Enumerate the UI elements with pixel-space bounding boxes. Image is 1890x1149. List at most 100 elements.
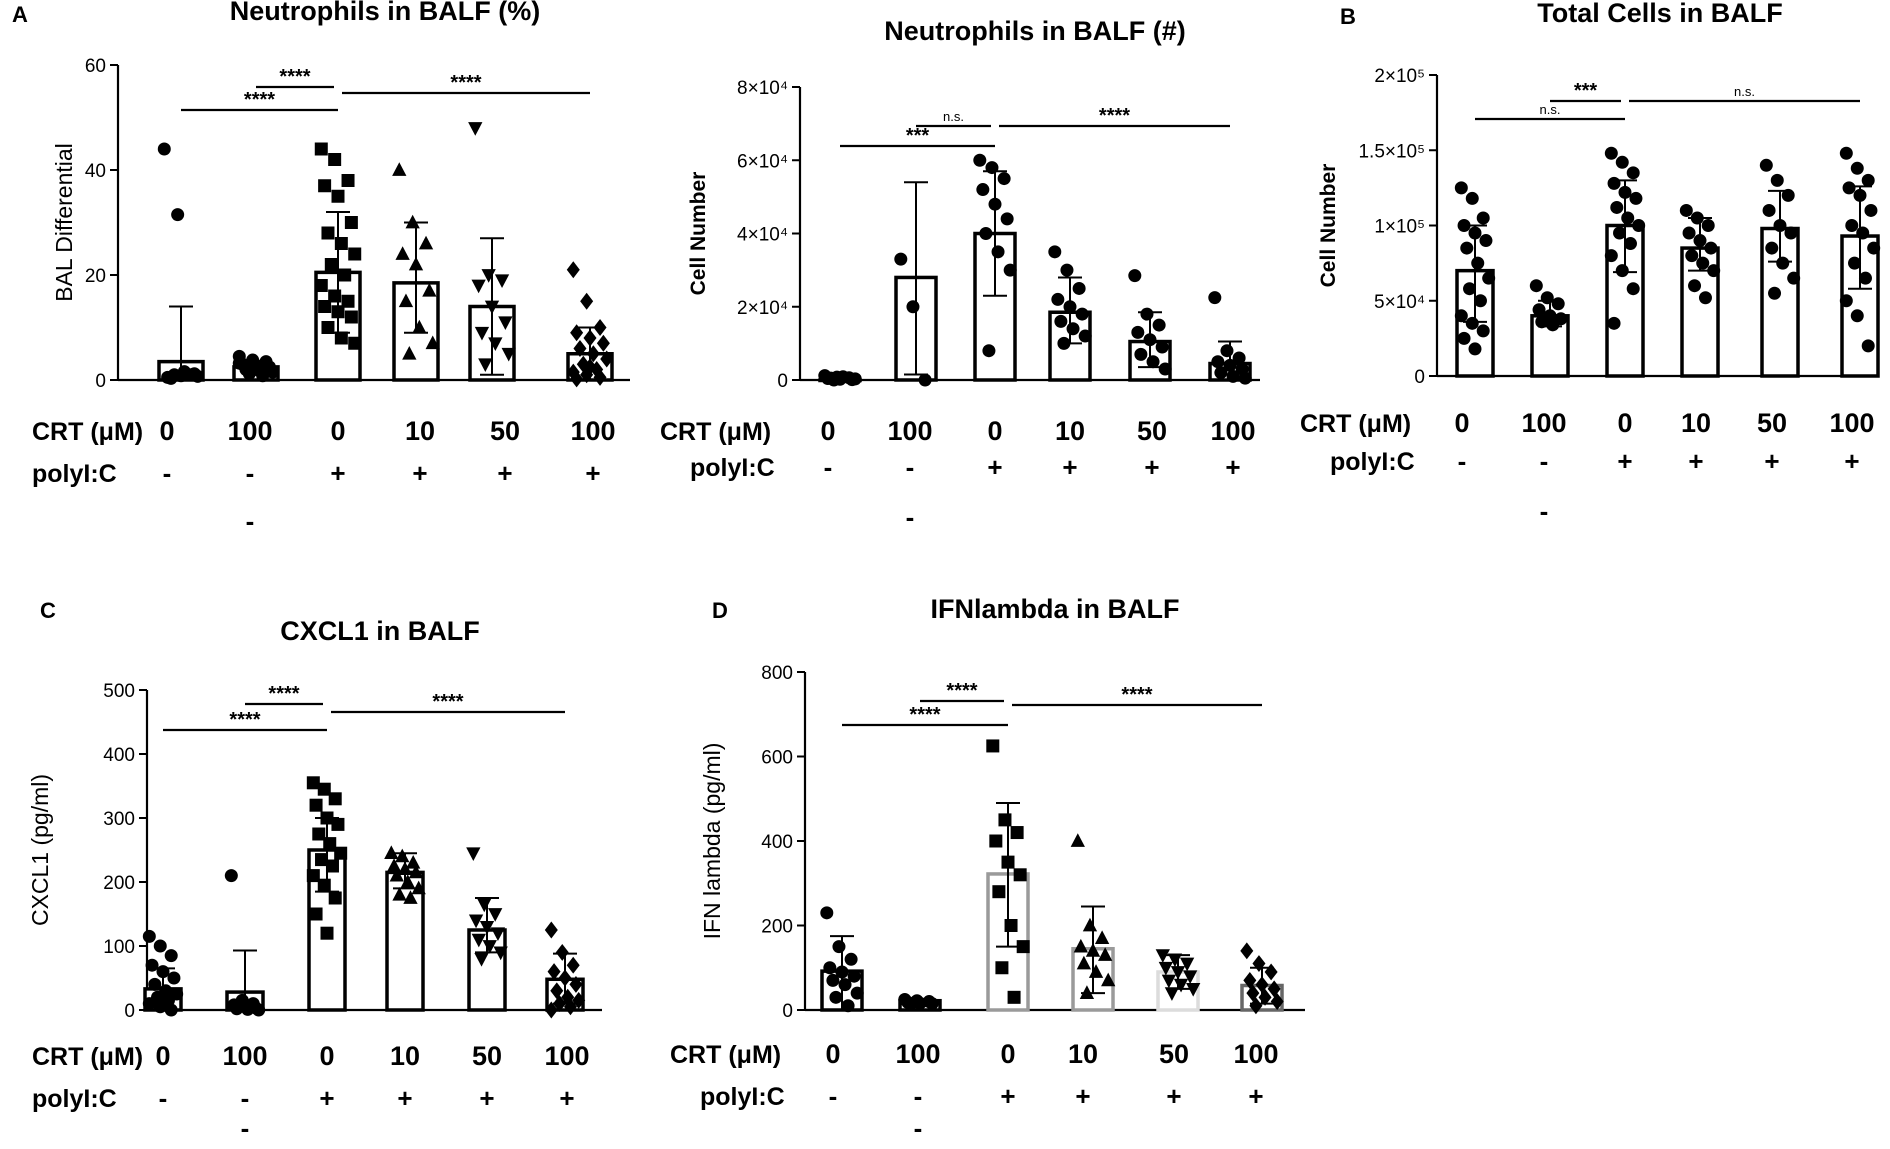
data-point	[328, 289, 342, 303]
data-point	[341, 294, 355, 308]
crt-dose-label: 100	[570, 416, 615, 446]
crt-dose-label: 100	[1210, 416, 1255, 446]
polyic-sign: +	[1144, 452, 1159, 482]
data-point	[1853, 188, 1867, 202]
data-point	[1170, 966, 1186, 980]
polyic-sign: +	[987, 452, 1002, 482]
data-point	[334, 846, 348, 860]
significance-label: n.s.	[1540, 102, 1561, 117]
data-point	[1704, 241, 1718, 255]
crt-dose-label: 50	[490, 416, 520, 446]
data-point	[593, 368, 607, 386]
data-point	[384, 845, 399, 860]
polyic-sign: +	[319, 1083, 334, 1113]
data-point	[1861, 173, 1875, 187]
data-point	[1063, 300, 1077, 314]
data-point	[402, 345, 417, 360]
chart-panel-a1: A Neutrophils in BALF (%) 0 20 40 60 BAL Diffe…	[12, 0, 630, 536]
data-point	[580, 292, 594, 310]
data-point	[242, 367, 256, 381]
data-point	[334, 237, 348, 250]
crt-dose-label: 0	[1000, 1039, 1015, 1069]
crt-dose-label: 0	[1617, 408, 1632, 438]
data-point	[348, 247, 362, 261]
data-point	[1143, 333, 1157, 347]
data-point	[398, 293, 414, 308]
y-tick-label: 0	[95, 371, 106, 392]
data-point	[321, 226, 335, 240]
data-point	[474, 326, 490, 341]
data-point	[317, 782, 331, 796]
data-point	[600, 350, 614, 368]
data-point	[1463, 282, 1477, 296]
crt-dose-label: 100	[1521, 408, 1566, 438]
data-point	[256, 369, 270, 383]
data-point	[468, 914, 484, 929]
data-point	[344, 216, 358, 229]
data-point	[1457, 219, 1471, 232]
data-point	[493, 946, 508, 961]
data-point	[498, 316, 513, 331]
data-point	[583, 358, 597, 376]
data-point	[494, 274, 510, 289]
significance-label: ****	[1121, 684, 1152, 706]
y-tick-label: 100	[103, 937, 135, 958]
significance-label: n.s.	[943, 109, 964, 124]
polyic-sign: +	[1248, 1081, 1263, 1111]
crt-dose-label: 100	[1233, 1039, 1278, 1069]
significance-label: ***	[906, 125, 930, 147]
crt-row-label: CRT (μM)	[32, 1043, 143, 1071]
data-point	[488, 337, 503, 352]
data-point	[832, 940, 846, 954]
data-point	[1057, 336, 1071, 350]
data-point	[1864, 203, 1878, 217]
data-point	[1085, 943, 1101, 957]
data-point	[471, 933, 486, 948]
data-point	[569, 975, 583, 993]
data-point	[1685, 249, 1699, 263]
data-point	[1270, 993, 1284, 1010]
data-point	[1078, 329, 1092, 343]
data-point	[252, 1003, 266, 1017]
data-point	[1155, 949, 1170, 963]
data-point	[1850, 161, 1864, 175]
crt-dose-label: 0	[820, 416, 835, 446]
crt-dose-label: 0	[1454, 408, 1469, 438]
data-point	[1626, 166, 1640, 180]
data-point	[1001, 855, 1015, 869]
data-point	[1226, 369, 1240, 383]
polyic-sign: +	[1844, 446, 1859, 476]
y-tick-label: 8×10⁴	[737, 78, 788, 99]
crt-dose-label: 10	[1055, 416, 1085, 446]
data-point	[403, 890, 418, 904]
data-point	[306, 776, 320, 790]
crt-row-label: CRT (μM)	[670, 1041, 781, 1069]
data-point	[555, 943, 569, 961]
data-point	[566, 261, 580, 279]
data-point	[904, 997, 918, 1011]
data-point	[309, 798, 323, 812]
data-point	[315, 853, 329, 867]
data-point	[1759, 158, 1773, 172]
data-point	[167, 368, 181, 382]
data-point	[392, 887, 407, 901]
data-point	[142, 929, 156, 943]
data-point	[314, 142, 328, 156]
polyic-sign: -	[1458, 446, 1467, 476]
data-point	[395, 848, 410, 863]
data-point	[1696, 256, 1710, 270]
polyic-row-label: polyI:C	[1330, 448, 1415, 476]
data-point	[1179, 957, 1195, 972]
polyic-sign: +	[1062, 452, 1077, 482]
data-point	[1784, 226, 1798, 240]
data-point	[1186, 983, 1201, 997]
data-point	[1629, 191, 1643, 205]
data-point	[191, 369, 205, 383]
crt-row-label: CRT (μM)	[32, 418, 143, 446]
data-point	[148, 977, 162, 991]
y-tick-label: 4×10⁴	[737, 225, 788, 246]
data-point	[1167, 953, 1183, 968]
polyic-sign: +	[412, 458, 427, 488]
data-point	[232, 356, 246, 370]
data-point	[1164, 987, 1180, 1001]
